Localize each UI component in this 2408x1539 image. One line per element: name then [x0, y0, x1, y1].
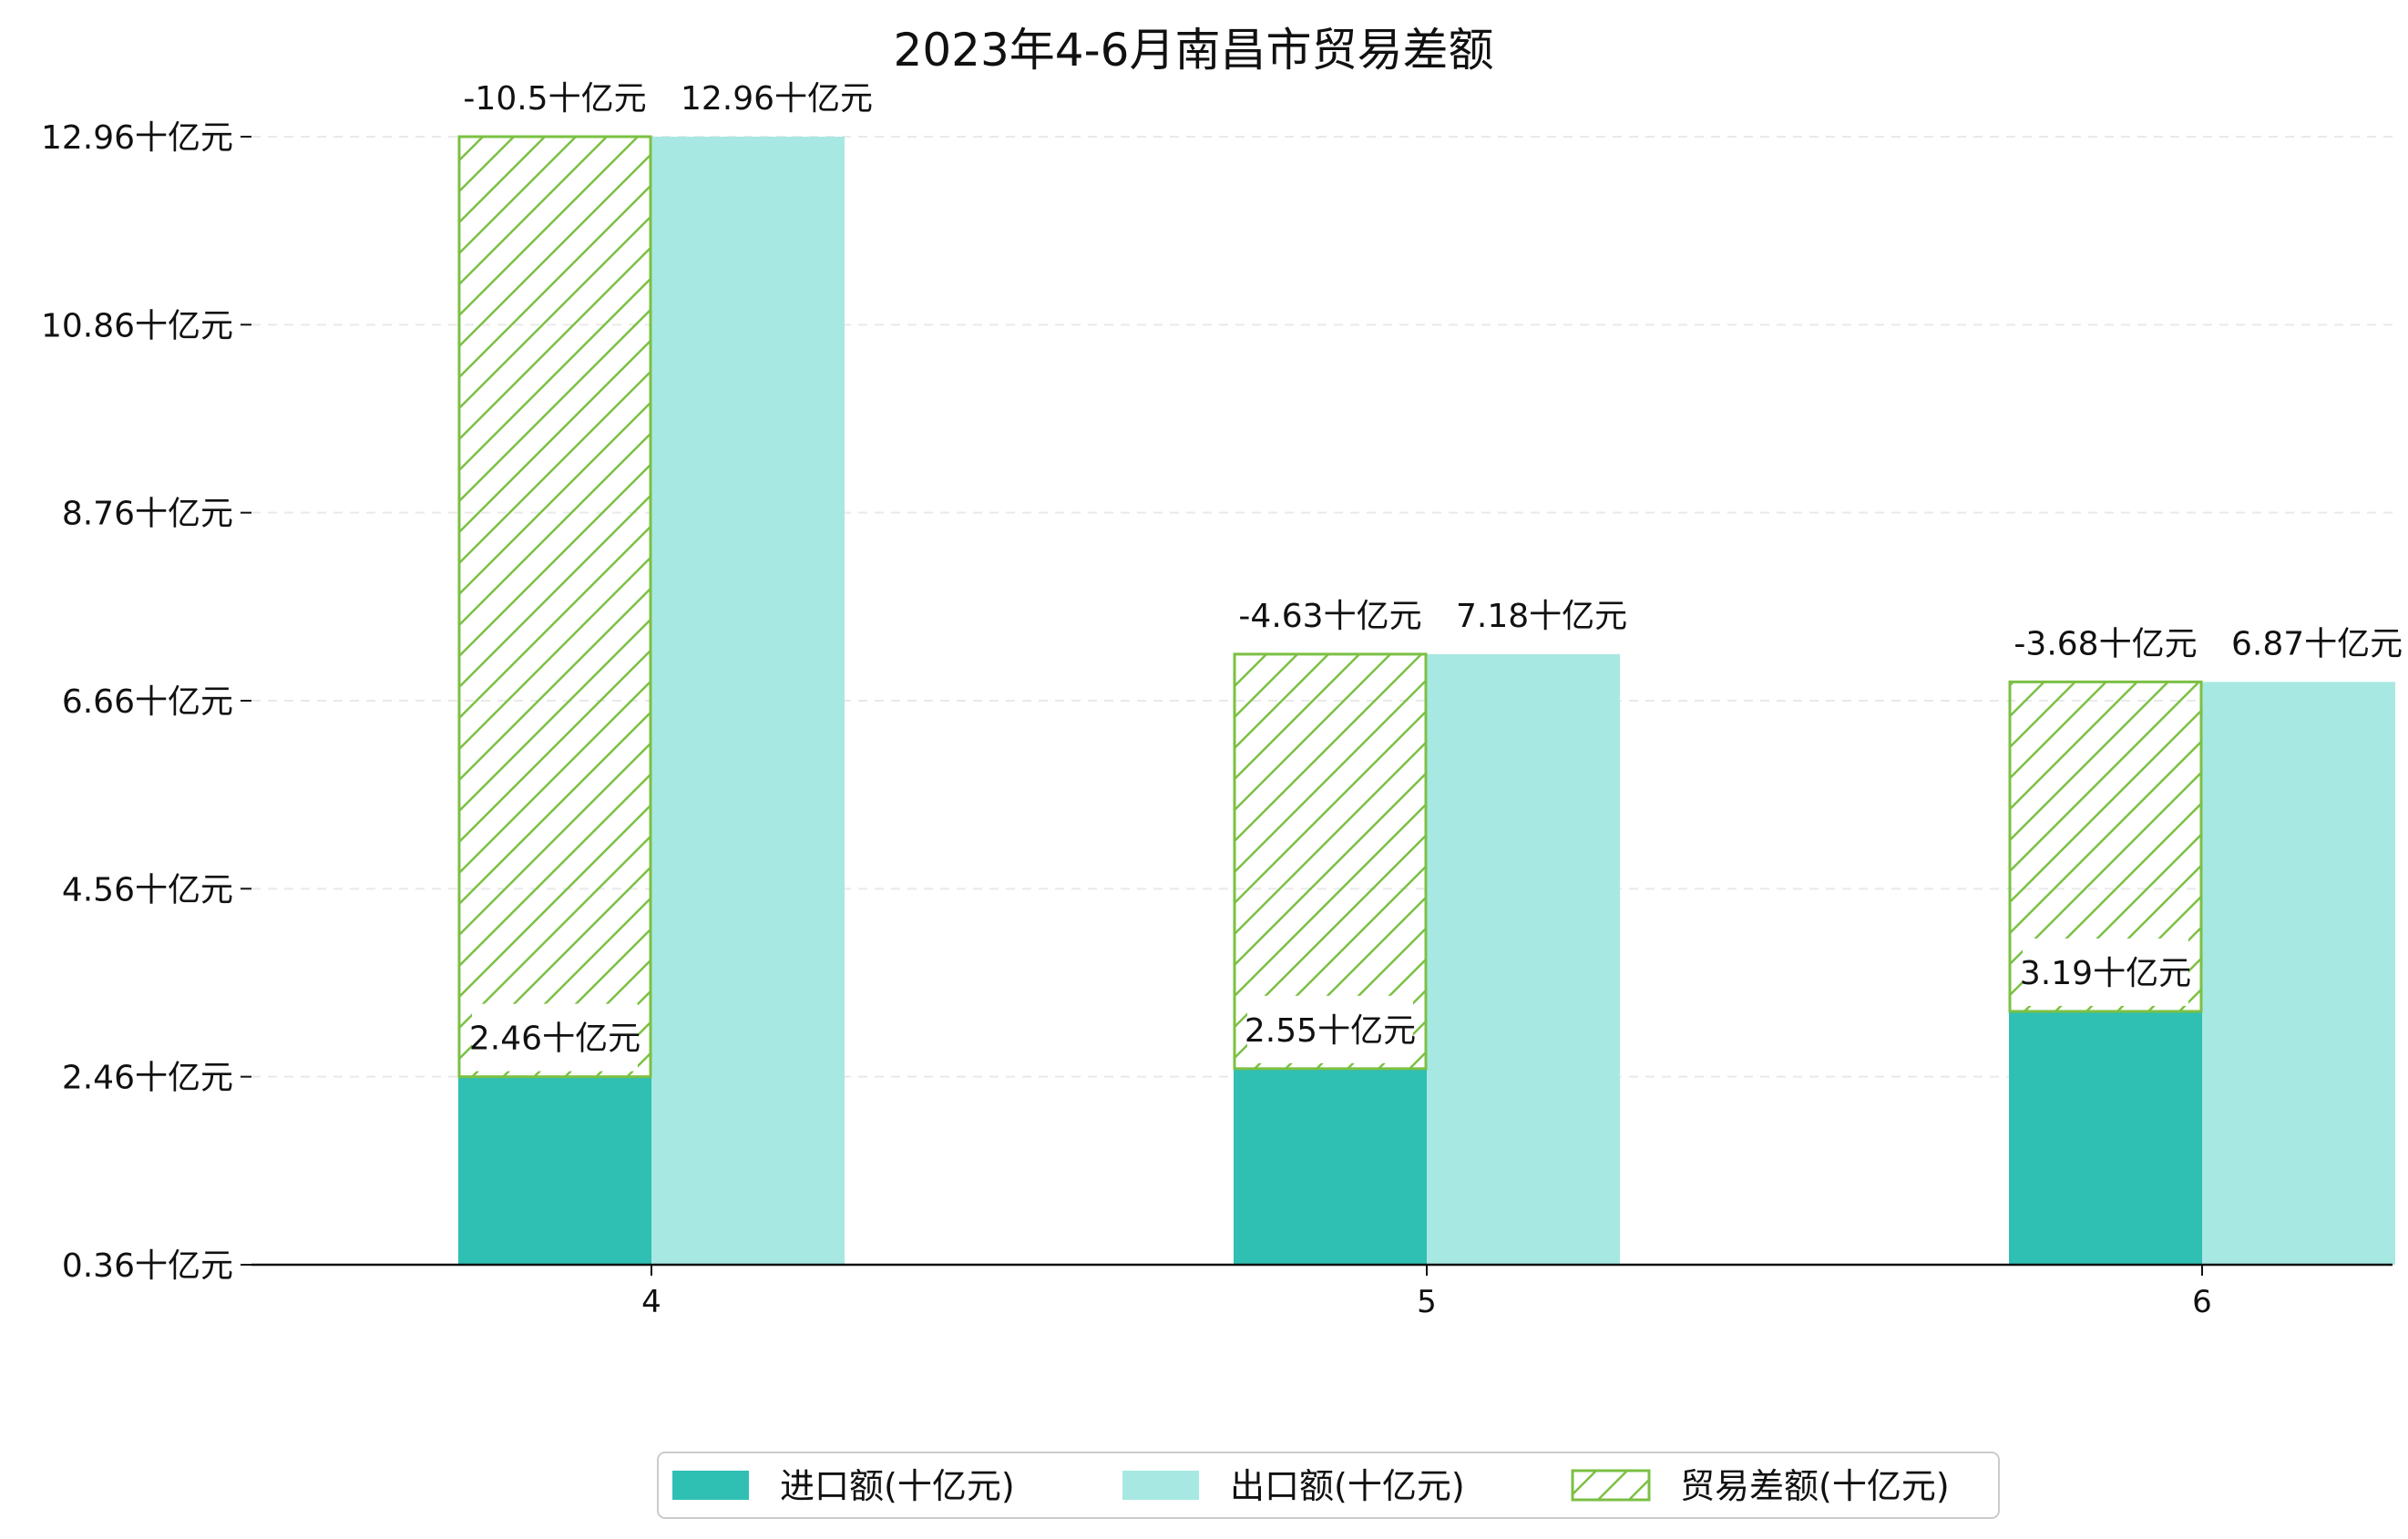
- data-label: 6.87十亿元: [2231, 625, 2403, 662]
- axes-layer: 0.36十亿元 2.46十亿元 4.56十亿元 6.66十亿元 8.76十亿元 10.86…: [41, 119, 2393, 1320]
- legend-swatch: [1571, 1469, 1651, 1502]
- data-label-box: [2218, 609, 2384, 677]
- data-label-box: [1247, 995, 1413, 1063]
- x-tick-label: 6: [2192, 1284, 2212, 1320]
- data-label-box: [1237, 580, 1423, 649]
- legend-label: 出口额(十亿元): [1230, 1466, 1465, 1506]
- bars-layer: [457, 135, 2395, 1265]
- legend-item-export: 出口额(十亿元): [1122, 1466, 1465, 1506]
- legend-swatch: [1122, 1471, 1199, 1500]
- legend-frame: [657, 1452, 2000, 1519]
- chart-title: 2023年4-6月南昌市贸易差额: [894, 24, 1494, 77]
- bar-trade-balance: [457, 135, 652, 1079]
- bar-import: [2009, 1011, 2202, 1265]
- y-tick-label: 12.96十亿元: [41, 119, 233, 157]
- data-label: -3.68十亿元: [2013, 625, 2197, 662]
- data-label-box: [2013, 609, 2198, 677]
- data-label: -4.63十亿元: [1238, 598, 1421, 635]
- data-label: -10.5十亿元: [463, 80, 646, 118]
- y-tick-label: 8.76十亿元: [62, 496, 233, 533]
- bar-export: [651, 137, 845, 1265]
- y-tick-label: 10.86十亿元: [41, 307, 233, 344]
- legend-label: 进口额(十亿元): [780, 1466, 1015, 1506]
- legend-label: 贸易差额(十亿元): [1680, 1466, 1950, 1506]
- legend: 进口额(十亿元) 出口额(十亿元) 贸易差额(十亿元): [657, 1452, 2000, 1519]
- y-tick-label: 4.56十亿元: [62, 871, 233, 908]
- data-label-box: [472, 1003, 638, 1072]
- y-tick-label: 2.46十亿元: [62, 1060, 233, 1097]
- legend-item-trade-balance: 贸易差额(十亿元): [1571, 1466, 1950, 1506]
- bar-import: [458, 1076, 651, 1265]
- data-label-box: [1443, 580, 1609, 649]
- data-label-box: [2023, 938, 2188, 1006]
- data-label: 2.55十亿元: [1245, 1012, 1416, 1050]
- x-tick-label: 4: [641, 1284, 661, 1320]
- bar-export: [2202, 682, 2395, 1265]
- legend-item-import: 进口额(十亿元): [672, 1466, 1015, 1506]
- bar-export: [1427, 653, 1620, 1265]
- data-label: 12.96十亿元: [681, 80, 873, 118]
- legend-swatch: [672, 1471, 749, 1500]
- data-label: 7.18十亿元: [1456, 598, 1627, 635]
- y-tick-label: 6.66十亿元: [62, 683, 233, 721]
- data-label: 3.19十亿元: [2020, 955, 2191, 992]
- data-label-box: [668, 64, 854, 131]
- labels-layer: 12.96十亿元 -10.5十亿元 2.46十亿元 7.18十亿元 -4.63十亿元 2.…: [462, 64, 2403, 1072]
- x-tick-label: 5: [1417, 1284, 1437, 1320]
- data-label-box: [462, 64, 648, 131]
- y-tick-label: 0.36十亿元: [62, 1247, 233, 1285]
- data-label: 2.46十亿元: [469, 1021, 640, 1058]
- bar-import: [1234, 1068, 1427, 1265]
